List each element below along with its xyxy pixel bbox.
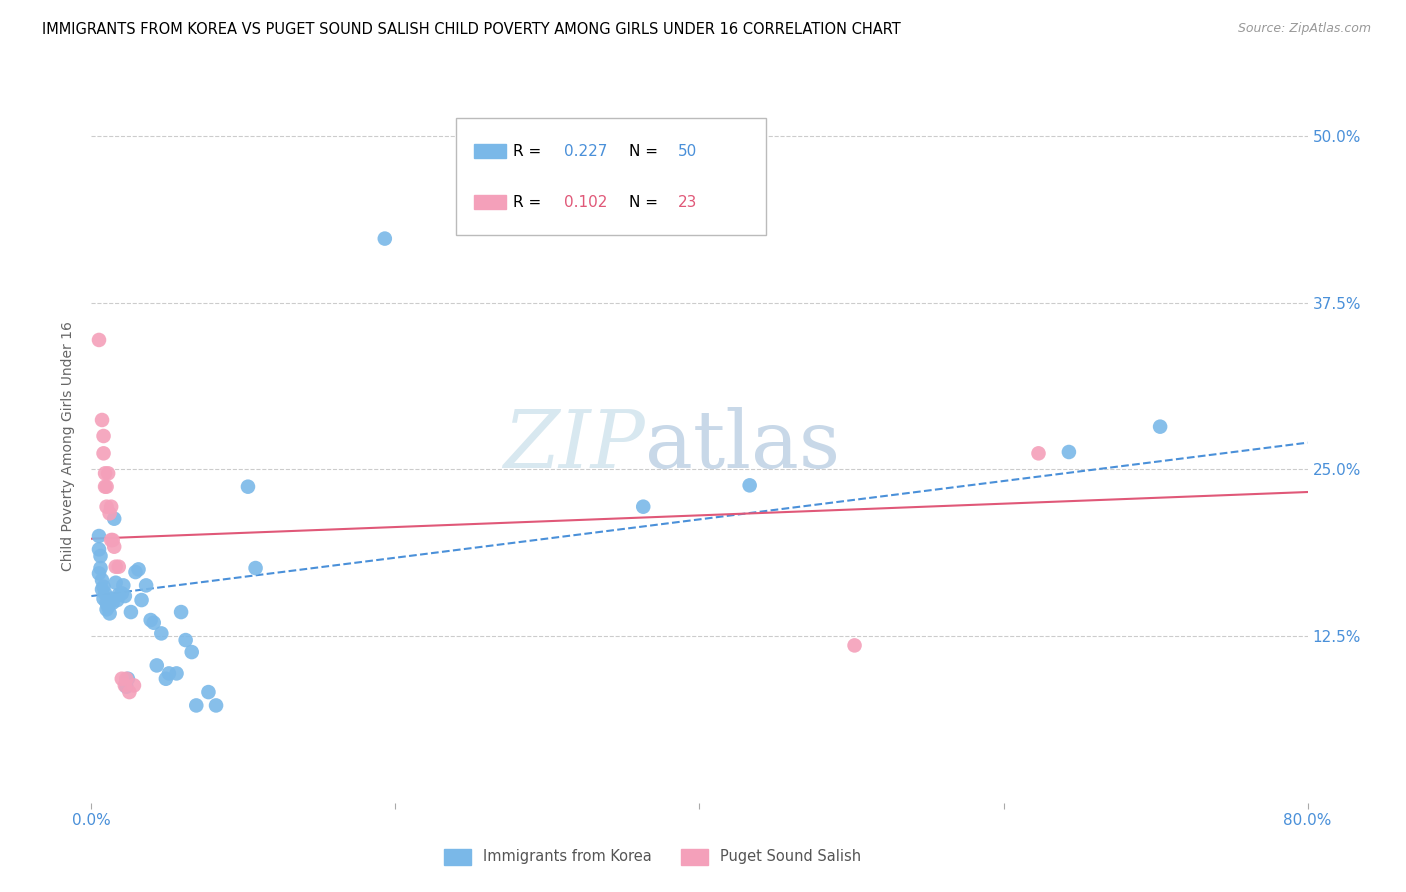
FancyBboxPatch shape xyxy=(456,118,766,235)
Point xyxy=(87,333,110,347)
Point xyxy=(245,561,267,575)
Point xyxy=(87,566,110,581)
Point xyxy=(89,549,111,563)
Point xyxy=(93,591,115,606)
Point xyxy=(91,573,114,587)
Text: Source: ZipAtlas.com: Source: ZipAtlas.com xyxy=(1237,22,1371,36)
Point xyxy=(631,500,654,514)
Point xyxy=(180,645,202,659)
Point xyxy=(197,685,219,699)
Text: atlas: atlas xyxy=(645,407,839,485)
Point xyxy=(115,672,138,686)
Text: 0.102: 0.102 xyxy=(564,194,607,210)
FancyBboxPatch shape xyxy=(474,195,506,210)
Point xyxy=(174,633,197,648)
Point xyxy=(103,540,125,554)
Text: N =: N = xyxy=(628,144,662,159)
Point xyxy=(120,605,142,619)
Point xyxy=(101,596,124,610)
Text: R =: R = xyxy=(513,144,547,159)
Point xyxy=(104,559,127,574)
Point xyxy=(98,607,121,621)
Point xyxy=(100,533,122,547)
Text: R =: R = xyxy=(513,194,547,210)
Point xyxy=(96,602,118,616)
FancyBboxPatch shape xyxy=(444,849,471,865)
Point xyxy=(87,529,110,543)
Point xyxy=(103,511,125,525)
Point xyxy=(157,666,180,681)
Text: 50: 50 xyxy=(678,144,697,159)
Point xyxy=(145,658,167,673)
Point xyxy=(93,429,115,443)
Point xyxy=(96,500,118,514)
Point xyxy=(111,586,134,600)
Point xyxy=(131,593,153,607)
FancyBboxPatch shape xyxy=(682,849,709,865)
Point xyxy=(117,672,139,686)
Point xyxy=(96,480,118,494)
Point xyxy=(87,542,110,557)
Text: ZIP: ZIP xyxy=(503,408,645,484)
Point xyxy=(1028,446,1050,460)
Point xyxy=(114,678,136,692)
Point xyxy=(236,480,259,494)
Point xyxy=(107,559,129,574)
Point xyxy=(142,615,165,630)
Point xyxy=(1149,419,1171,434)
Point xyxy=(155,672,177,686)
Text: 0.227: 0.227 xyxy=(564,144,607,159)
Y-axis label: Child Poverty Among Girls Under 16: Child Poverty Among Girls Under 16 xyxy=(62,321,76,571)
Point xyxy=(105,593,128,607)
Point xyxy=(91,413,114,427)
Point xyxy=(186,698,208,713)
Point xyxy=(101,533,124,547)
Point xyxy=(93,580,115,594)
Point xyxy=(100,500,122,514)
Point xyxy=(374,231,396,245)
Text: Puget Sound Salish: Puget Sound Salish xyxy=(720,849,862,863)
Text: N =: N = xyxy=(628,194,662,210)
Point xyxy=(122,678,145,692)
Point xyxy=(111,672,134,686)
Point xyxy=(844,639,866,653)
Point xyxy=(107,588,129,602)
Point xyxy=(94,586,117,600)
Point xyxy=(104,575,127,590)
Point xyxy=(166,666,188,681)
Point xyxy=(150,626,173,640)
Point xyxy=(170,605,193,619)
Point xyxy=(89,561,111,575)
Point xyxy=(93,446,115,460)
FancyBboxPatch shape xyxy=(474,144,506,158)
Point xyxy=(97,599,120,614)
Point xyxy=(98,507,121,521)
Point xyxy=(114,589,136,603)
Point xyxy=(128,562,150,576)
Point xyxy=(112,578,135,592)
Point xyxy=(91,582,114,597)
Text: Immigrants from Korea: Immigrants from Korea xyxy=(484,849,652,863)
Point xyxy=(115,680,138,694)
Point xyxy=(94,480,117,494)
Point xyxy=(139,613,162,627)
Point xyxy=(124,565,146,579)
Point xyxy=(118,685,141,699)
Text: 23: 23 xyxy=(678,194,697,210)
Point xyxy=(96,596,118,610)
Point xyxy=(1057,445,1080,459)
Point xyxy=(100,591,122,606)
Point xyxy=(205,698,228,713)
Text: IMMIGRANTS FROM KOREA VS PUGET SOUND SALISH CHILD POVERTY AMONG GIRLS UNDER 16 C: IMMIGRANTS FROM KOREA VS PUGET SOUND SAL… xyxy=(42,22,901,37)
Point xyxy=(97,467,120,481)
Point xyxy=(94,467,117,481)
Point xyxy=(135,578,157,592)
Point xyxy=(738,478,761,492)
